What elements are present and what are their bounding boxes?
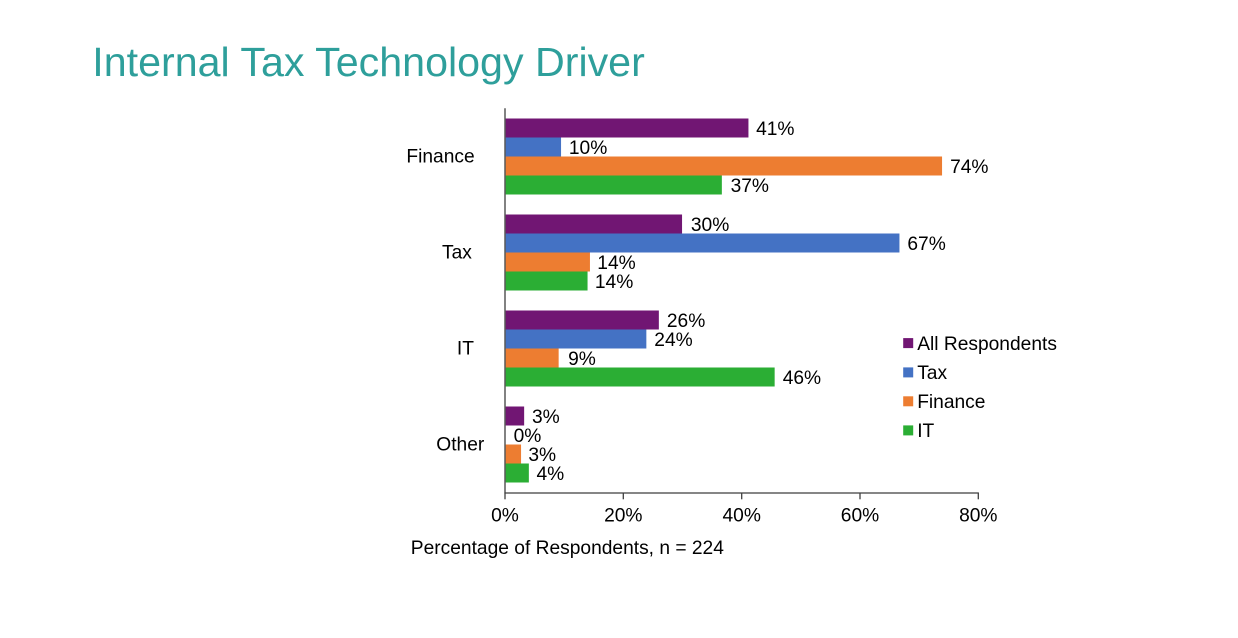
svg-text:Tax: Tax bbox=[442, 243, 472, 264]
svg-text:24%: 24% bbox=[654, 330, 692, 351]
svg-text:IT: IT bbox=[457, 339, 474, 360]
svg-text:37%: 37% bbox=[731, 176, 769, 197]
svg-text:67%: 67% bbox=[907, 234, 945, 255]
svg-text:3%: 3% bbox=[528, 445, 556, 466]
svg-text:Percentage of Respondents, n =: Percentage of Respondents, n = 224 bbox=[411, 538, 724, 559]
svg-text:20%: 20% bbox=[604, 506, 642, 527]
svg-text:60%: 60% bbox=[841, 506, 879, 527]
svg-text:3%: 3% bbox=[532, 407, 560, 428]
svg-text:IT: IT bbox=[917, 421, 934, 442]
svg-text:Finance: Finance bbox=[917, 392, 985, 413]
svg-text:40%: 40% bbox=[722, 506, 760, 527]
svg-text:30%: 30% bbox=[691, 215, 729, 236]
svg-text:14%: 14% bbox=[595, 272, 633, 293]
svg-text:4%: 4% bbox=[537, 464, 565, 485]
svg-text:Other: Other bbox=[436, 435, 485, 456]
svg-text:All Respondents: All Respondents bbox=[917, 334, 1057, 355]
svg-text:0%: 0% bbox=[491, 506, 519, 527]
svg-text:46%: 46% bbox=[783, 368, 821, 389]
svg-text:80%: 80% bbox=[959, 506, 997, 527]
svg-text:10%: 10% bbox=[569, 138, 607, 159]
svg-text:Finance: Finance bbox=[406, 147, 474, 168]
svg-text:0%: 0% bbox=[514, 426, 542, 447]
svg-text:41%: 41% bbox=[756, 119, 794, 140]
svg-text:74%: 74% bbox=[950, 157, 988, 178]
svg-text:Tax: Tax bbox=[917, 363, 947, 384]
svg-text:Internal Tax Technology Driver: Internal Tax Technology Driver bbox=[92, 39, 645, 85]
svg-text:26%: 26% bbox=[667, 311, 705, 332]
svg-text:14%: 14% bbox=[597, 253, 635, 274]
svg-text:9%: 9% bbox=[568, 349, 596, 370]
